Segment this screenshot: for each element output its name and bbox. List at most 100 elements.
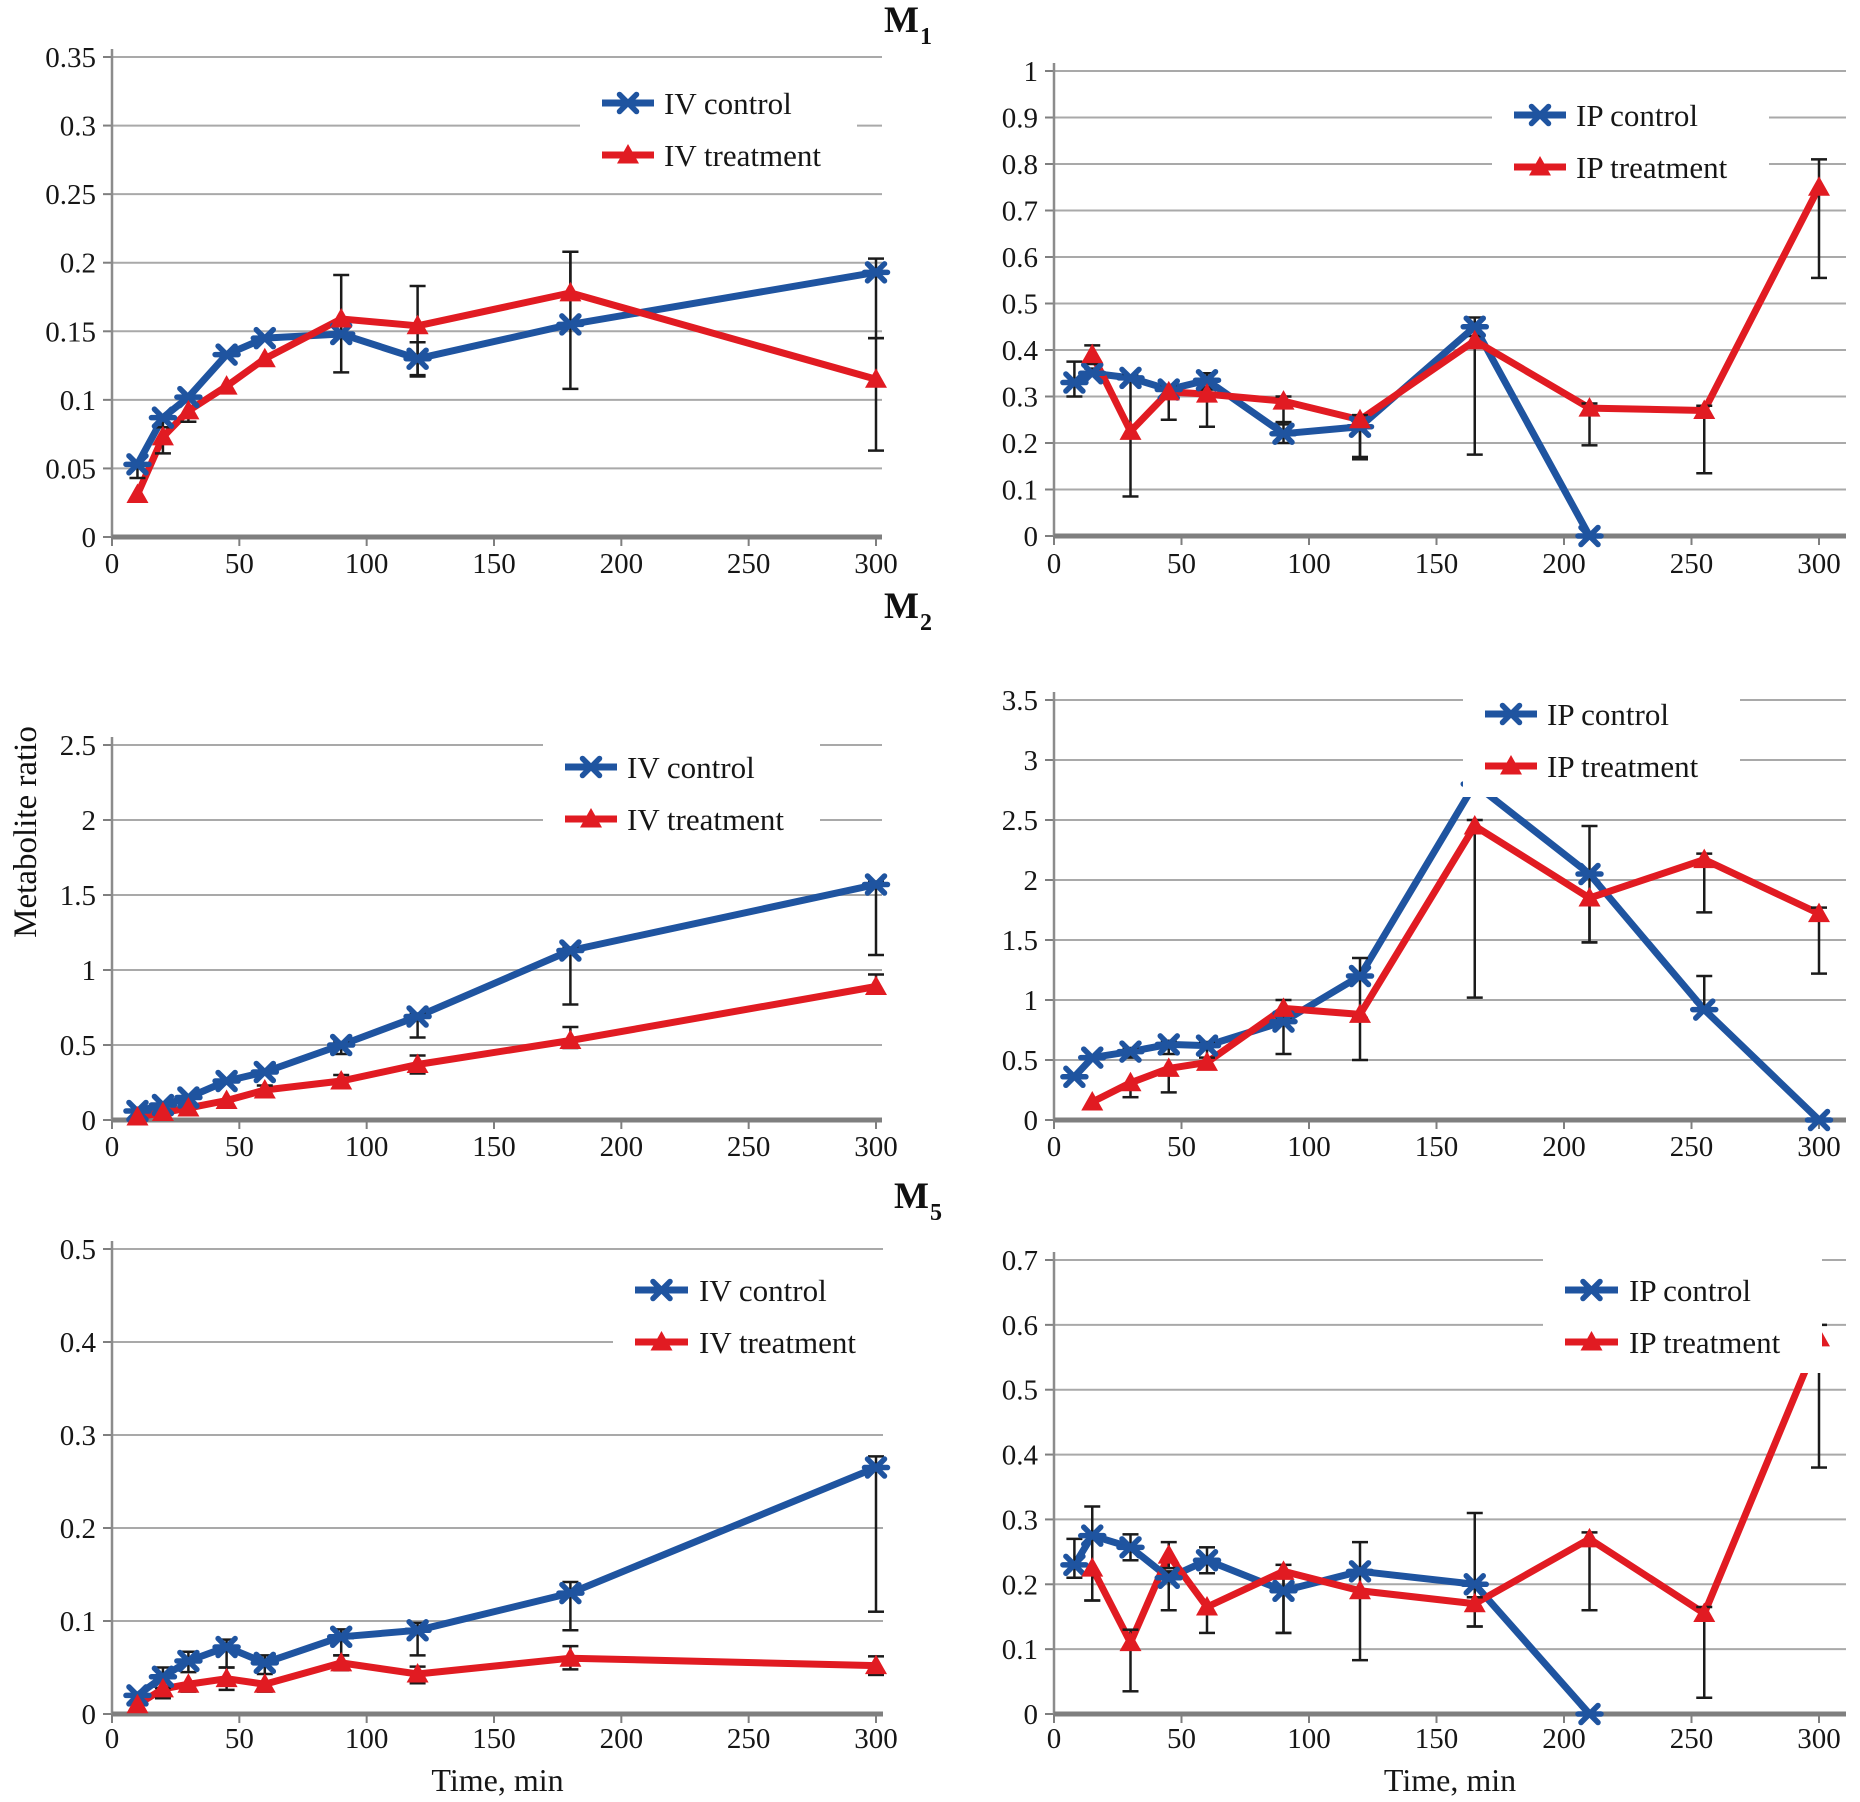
x-tick-label: 0 — [1047, 548, 1062, 580]
y-tick-label: 1 — [82, 955, 97, 987]
marker-triangle — [1157, 1057, 1180, 1077]
y-tick-label: 0.4 — [1002, 335, 1039, 367]
x-tick-label: 100 — [345, 1131, 389, 1163]
marker-triangle — [1081, 1091, 1104, 1111]
legend-marker-triangle — [650, 1331, 673, 1351]
marker-triangle — [1349, 408, 1371, 429]
y-tick-label: 0.5 — [1002, 289, 1038, 321]
y-tick-label: 0.6 — [1002, 1310, 1038, 1342]
y-tick-label: 0.4 — [60, 1327, 97, 1359]
legend-marker-triangle — [617, 144, 639, 164]
y-tick-label: 0.7 — [1002, 196, 1038, 228]
y-tick-label: 0.5 — [1002, 1375, 1038, 1407]
y-tick-label: 0.5 — [1002, 1045, 1038, 1077]
x-tick-label: 50 — [1167, 1723, 1196, 1755]
y-tick-label: 2 — [1024, 865, 1039, 897]
marker-triangle — [1463, 329, 1486, 350]
series-markers-treatment — [126, 281, 887, 503]
marker-triangle — [215, 375, 238, 395]
x-tick-label: 200 — [600, 1131, 644, 1163]
y-tick-label: 0.8 — [1002, 149, 1038, 181]
legend-label: IP treatment — [1576, 150, 1728, 185]
marker-x — [556, 939, 585, 962]
series-line-treatment — [133, 289, 880, 498]
marker-triangle — [406, 314, 429, 335]
marker-x — [1192, 1034, 1222, 1057]
y-tick-label: 1 — [1024, 56, 1039, 88]
marker-x — [250, 326, 280, 350]
legend-background — [1543, 1259, 1822, 1373]
x-tick-label: 250 — [1670, 1131, 1714, 1163]
marker-triangle — [865, 368, 887, 388]
chart-m5-ip: 0 0.1 0.2 0.3 0.4 0.5 0.6 0.7 0 50 100 150 200 250 300… — [1002, 1245, 1846, 1798]
x-axis-title: Time, min — [431, 1762, 563, 1798]
marker-x — [123, 453, 152, 476]
marker-triangle — [177, 399, 200, 420]
marker-x — [1460, 315, 1489, 338]
y-tick-label: 0.2 — [1002, 428, 1038, 460]
marker-triangle — [1349, 1579, 1371, 1600]
x-tick-label: 250 — [727, 1131, 771, 1163]
marker-x — [1078, 1046, 1107, 1069]
y-tick-label: 2.5 — [1002, 805, 1038, 837]
x-tick-label: 300 — [854, 548, 898, 580]
x-tick-label: 150 — [472, 1131, 516, 1163]
x-tick-label: 300 — [854, 1723, 898, 1755]
legend-marker-x — [1496, 702, 1526, 726]
marker-x — [403, 347, 432, 370]
marker-triangle — [559, 1647, 582, 1667]
marker-triangle — [1196, 1051, 1218, 1071]
marker-triangle — [1272, 997, 1295, 1017]
marker-triangle — [1693, 399, 1716, 419]
series-markers-control — [123, 261, 891, 476]
marker-triangle — [1578, 397, 1601, 417]
marker-x — [1116, 1536, 1145, 1559]
legend-marker-x — [647, 1278, 676, 1302]
y-tick-label: 0.5 — [60, 1030, 96, 1062]
series-markers-control — [1060, 1524, 1604, 1726]
marker-x — [1154, 1033, 1183, 1056]
marker-triangle — [1808, 902, 1830, 923]
marker-x — [1460, 1573, 1489, 1596]
series-line-control — [133, 881, 880, 1115]
x-tick-label: 200 — [1542, 1723, 1586, 1755]
marker-x — [1154, 1566, 1183, 1590]
marker-x — [250, 1651, 280, 1675]
legend-label: IV control — [627, 750, 755, 785]
error-bars-treatment — [1084, 1323, 1827, 1700]
marker-x — [1192, 1549, 1222, 1572]
x-tick-label: 150 — [1415, 548, 1459, 580]
y-tick-label: 0.7 — [1002, 1245, 1038, 1277]
marker-triangle — [1578, 887, 1601, 907]
y-tick-label: 0.35 — [45, 42, 96, 74]
marker-triangle — [1081, 1557, 1104, 1577]
marker-x — [148, 1665, 178, 1689]
legend-marker-x — [613, 91, 643, 115]
marker-triangle — [126, 483, 149, 503]
marker-triangle — [330, 1070, 353, 1090]
legend-marker-x — [576, 755, 606, 779]
x-tick-label: 150 — [1415, 1723, 1459, 1755]
marker-triangle — [406, 1663, 429, 1683]
y-tick-label: 0.6 — [1002, 242, 1038, 274]
marker-triangle — [1272, 390, 1295, 410]
y-tick-label: 0 — [82, 522, 97, 554]
section-title-subscript: 2 — [919, 610, 932, 636]
marker-x — [174, 1649, 203, 1673]
x-tick-label: 50 — [225, 548, 254, 580]
marker-x — [250, 1060, 280, 1084]
legend-background — [580, 72, 857, 186]
y-tick-label: 0 — [82, 1699, 97, 1731]
marker-x — [861, 1456, 891, 1479]
x-tick-label: 150 — [1415, 1131, 1459, 1163]
marker-x — [1690, 998, 1719, 1021]
marker-x — [403, 1005, 432, 1028]
y-tick-label: 0.1 — [60, 385, 96, 417]
marker-triangle — [1196, 1595, 1218, 1616]
series-line-treatment — [1088, 183, 1823, 435]
marker-x — [556, 1581, 585, 1605]
x-tick-label: 100 — [345, 1723, 389, 1755]
legend-marker-triangle — [1580, 1331, 1603, 1351]
legend: IP control IP treatment — [1463, 683, 1740, 797]
